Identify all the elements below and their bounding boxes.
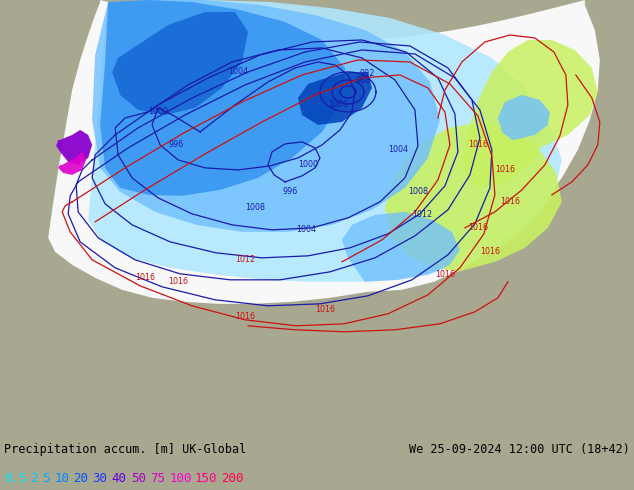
Text: 988: 988 [356, 76, 371, 85]
Text: 1004: 1004 [228, 68, 248, 76]
Text: 1016: 1016 [480, 247, 500, 256]
Polygon shape [48, 0, 600, 304]
Text: 2: 2 [30, 472, 37, 485]
Polygon shape [342, 212, 460, 282]
Text: 75: 75 [150, 472, 165, 485]
Text: 1016: 1016 [168, 277, 188, 286]
Text: 20: 20 [74, 472, 89, 485]
Text: 1004: 1004 [296, 225, 316, 234]
Text: 1016: 1016 [468, 141, 488, 149]
Text: 10: 10 [55, 472, 70, 485]
Polygon shape [58, 152, 86, 175]
Text: 1012: 1012 [412, 210, 432, 220]
Text: Precipitation accum. [m] UK-Global: Precipitation accum. [m] UK-Global [4, 443, 246, 456]
Text: 1000: 1000 [328, 100, 348, 109]
Text: 50: 50 [131, 472, 146, 485]
Text: 1016: 1016 [435, 270, 455, 279]
Polygon shape [112, 12, 248, 115]
Text: 5: 5 [42, 472, 49, 485]
Text: 992: 992 [360, 70, 375, 78]
Text: 100: 100 [169, 472, 191, 485]
Text: 1008: 1008 [245, 203, 265, 212]
Text: 1016: 1016 [500, 197, 520, 206]
Polygon shape [498, 95, 550, 140]
Text: 0.5: 0.5 [4, 472, 27, 485]
Text: 996: 996 [282, 187, 297, 196]
Polygon shape [298, 72, 372, 125]
Text: 1008: 1008 [408, 187, 428, 196]
Text: 1004: 1004 [388, 146, 408, 154]
Text: 1016: 1016 [235, 312, 255, 321]
Text: 1016: 1016 [468, 223, 488, 232]
Polygon shape [385, 122, 562, 272]
Text: 150: 150 [195, 472, 217, 485]
Text: 996: 996 [168, 141, 183, 149]
Text: 1016: 1016 [315, 305, 335, 314]
Text: 1000: 1000 [298, 160, 318, 170]
Text: 1016: 1016 [135, 273, 155, 282]
Text: We 25-09-2024 12:00 UTC (18+42): We 25-09-2024 12:00 UTC (18+42) [409, 443, 630, 456]
Text: 1016: 1016 [495, 166, 515, 174]
Text: 30: 30 [93, 472, 108, 485]
Polygon shape [100, 0, 345, 196]
Polygon shape [462, 40, 598, 188]
Polygon shape [92, 0, 440, 232]
Text: 1012: 1012 [235, 255, 255, 264]
Polygon shape [56, 130, 92, 165]
Text: 40: 40 [112, 472, 127, 485]
Polygon shape [88, 0, 562, 282]
Text: 1000: 1000 [148, 107, 168, 117]
Text: 200: 200 [221, 472, 243, 485]
